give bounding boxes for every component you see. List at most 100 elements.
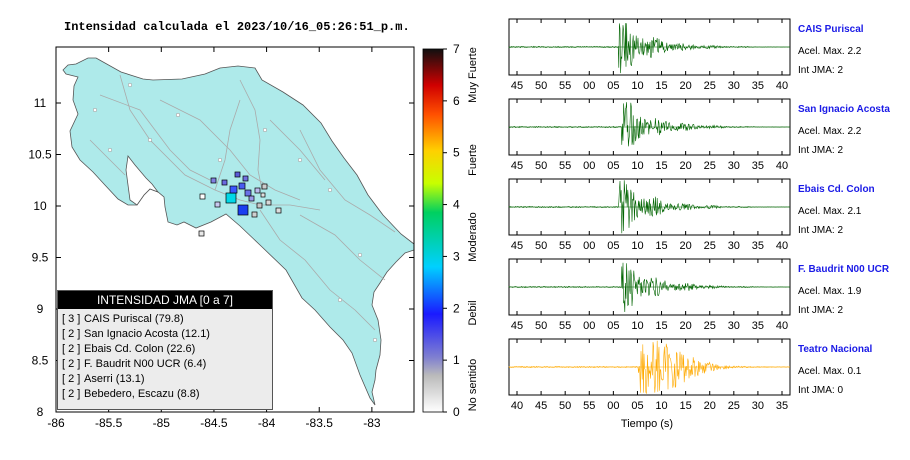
waveform-tick-label: 50 [535,80,547,92]
station-markers [198,171,282,237]
waveform-tick-label: 50 [535,240,547,252]
station-name: Teatro Nacional [798,344,872,355]
road-network [89,74,396,331]
waveform-panel: 45 50 55 00 05 10 15 20 25 30 35 40 CAIS Puriscal Ace… [508,18,864,92]
map-y-tick-label: 10 [33,199,47,213]
map-x-tick-label: -84.5 [200,416,228,430]
waveform-tick-label: 10 [631,80,643,92]
x-axis-label: Tiempo (s) [621,418,673,430]
waveform-tick-label: 40 [776,80,788,92]
legend-row-level: [ 2 ] [62,373,81,385]
waveform-tick-label: 50 [535,320,547,332]
map-y-tick-label: 9.5 [32,251,49,265]
costa-rica-land [62,57,415,406]
map-x-tick-label: -84 [258,416,276,430]
legend-row: [ 2 ] F. Baudrit N00 UCR (6.4) [58,357,272,372]
waveform-tick-label: 10 [631,240,643,252]
map-y-tick-label: 11 [34,96,47,110]
waveform-tick-label: 25 [728,400,740,412]
waveform-trace [508,180,790,234]
waveform-tick-label: 15 [655,240,667,252]
station-name: Ebais Cd. Colon [798,184,875,195]
intensity-legend: INTENSIDAD JMA [0 a 7] [ 3 ] CAIS Purisca… [57,290,273,410]
station-int-jma: Int JMA: 2 [798,305,843,316]
waveform-tick-label: 05 [607,320,619,332]
colorbar-category-label: Muy Fuerte [467,47,479,103]
waveform-tick-label: 25 [704,80,716,92]
waveform-tick-label: 45 [511,240,523,252]
legend-row: [ 2 ] San Ignacio Acosta (12.1) [58,327,272,342]
colorbar-category-label: Fuerte [467,144,479,176]
waveform-tick-label: 30 [752,400,764,412]
waveform-tick-label: 35 [752,240,764,252]
waveform-tick-label: 55 [559,320,571,332]
waveform-tick-label: 20 [680,240,692,252]
legend-row: [ 2 ] Bebedero, Escazu (8.8) [58,387,272,402]
colorbar-tick-label: 0 [453,405,460,419]
waveform-tick-label: 20 [704,400,716,412]
station-acel-max: Acel. Max. 2.1 [798,206,862,217]
map-y-tick-label: 8 [37,405,44,419]
waveform-trace [508,340,790,394]
legend-row-station: Aserri (13.1) [84,373,145,385]
waveform-tick-label: 15 [655,320,667,332]
station-int-jma: Int JMA: 0 [798,385,843,396]
station-acel-max: Acel. Max. 2.2 [798,126,862,137]
waveform-tick-label: 55 [559,240,571,252]
map-cities [92,82,378,343]
waveform-tick-label: 50 [535,160,547,172]
waveform-tick-label: 20 [680,80,692,92]
waveform-tick-label: 10 [631,320,643,332]
waveform-tick-label: 45 [511,80,523,92]
station-name: F. Baudrit N00 UCR [798,264,890,275]
waveform-tick-label: 00 [583,320,595,332]
waveform-tick-label: 05 [607,80,619,92]
colorbar-category-label: Debil [467,300,479,325]
waveform-tick-label: 40 [776,160,788,172]
legend-row-station: F. Baudrit N00 UCR (6.4) [84,358,207,370]
colorbar-tick-label: 7 [453,42,460,56]
station-int-jma: Int JMA: 2 [798,145,843,156]
waveform-trace [508,102,790,147]
legend-row-station: Ebais Cd. Colon (22.6) [84,343,196,355]
legend-row: [ 2 ] Ebais Cd. Colon (22.6) [58,342,272,357]
colorbar: 0 1 2 3 4 5 6 7 No sentido Debil Moderado Fuerte Mu… [422,42,479,419]
waveform-tick-label: 20 [680,320,692,332]
waveform-tick-label: 40 [776,240,788,252]
waveform-tick-label: 45 [511,160,523,172]
map-frame [55,46,415,413]
waveform-tick-label: 00 [583,80,595,92]
legend-title: INTENSIDAD JMA [0 a 7] [58,291,272,309]
legend-row-station: CAIS Puriscal (79.8) [84,313,184,325]
map-x-tick-label: -83.5 [306,416,334,430]
waveform-tick-label: 10 [655,400,667,412]
waveform-tick-label: 05 [631,400,643,412]
colorbar-tick-label: 6 [453,94,460,108]
colorbar-tick-label: 5 [453,146,460,160]
waveform-tick-label: 40 [776,320,788,332]
legend-row-level: [ 2 ] [62,388,81,400]
colorbar-category-label: Moderado [467,212,479,262]
map-x-tick-label: -85 [153,416,171,430]
waveform-tick-label: 30 [728,240,740,252]
legend-row-station: Bebedero, Escazu (8.8) [84,388,200,400]
map-y-tick-label: 9 [37,302,44,316]
colorbar-tick-label: 3 [453,249,460,263]
page-title: Intensidad calculada el 2023/10/16_05:26… [64,20,410,34]
waveform-tick-label: 15 [655,160,667,172]
colorbar-tick-label: 2 [453,301,460,315]
legend-row: [ 3 ] CAIS Puriscal (79.8) [58,312,272,327]
waveform-tick-label: 35 [752,160,764,172]
waveform-panel: 45 50 55 00 05 10 15 20 25 30 35 40 F. Baudrit N00 U… [508,258,890,332]
map-x-tick-label: -85.5 [95,416,123,430]
waveform-tick-label: 25 [704,240,716,252]
station-name: San Ignacio Acosta [798,104,890,115]
waveform-tick-label: 10 [631,160,643,172]
waveform-tick-label: 30 [728,320,740,332]
waveform-tick-label: 40 [511,400,523,412]
nicoya-inlet [125,155,160,206]
legend-row-level: [ 3 ] [62,313,81,325]
waveform-tick-label: 00 [607,400,619,412]
legend-row: [ 2 ] Aserri (13.1) [58,372,272,387]
waveform-tick-label: 20 [680,160,692,172]
